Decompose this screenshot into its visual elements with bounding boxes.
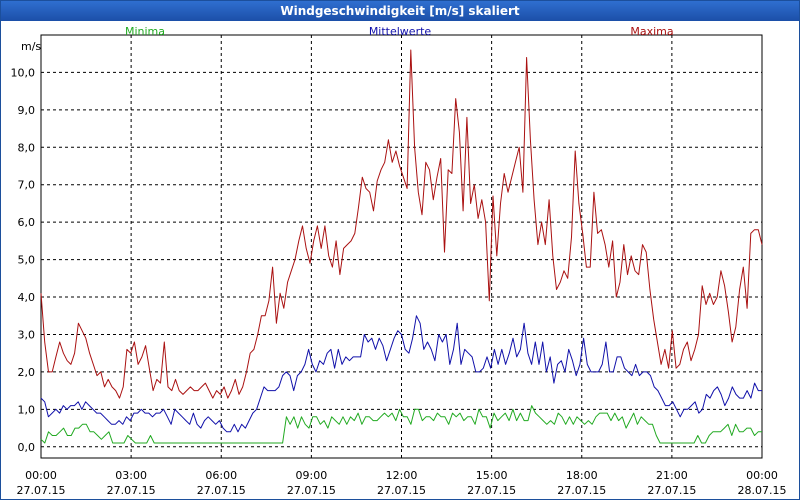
x-tick-label-date: 28.07.15 [738,484,787,497]
y-tick-label: 5,0 [18,254,36,267]
series-lines [40,49,763,444]
x-tick-label-date: 27.07.15 [647,484,696,497]
y-tick-label: 2,0 [18,366,36,379]
grid [41,35,762,458]
y-tick-label: 0,0 [18,441,36,454]
series-line-maxima [40,49,763,399]
x-tick-label-time: 12:00 [386,469,418,482]
y-tick-label: 7,0 [18,179,36,192]
series-line-mittelwerte [40,315,762,433]
x-tick-label-date: 27.07.15 [557,484,606,497]
x-tick-label-time: 00:00 [746,469,778,482]
y-tick-label: 10,0 [11,66,36,79]
x-tick-label-date: 27.07.15 [467,484,516,497]
y-tick-label: 3,0 [18,328,36,341]
x-tick-label-date: 27.07.15 [197,484,246,497]
series-line-minima [40,405,762,444]
x-tick-label-time: 03:00 [115,469,147,482]
x-tick-label-date: 27.07.15 [107,484,156,497]
y-tick-label: 9,0 [18,104,36,117]
plot-frame [40,34,763,459]
legend-maxima: Maxima [630,25,673,38]
window-title: Windgeschwindigkeit [m/s] skaliert [1,1,799,21]
x-tick-label-date: 27.07.15 [377,484,426,497]
x-tick-label-date: 27.07.15 [287,484,336,497]
axes: 0,0 1,0 2,0 3,0 4,0 5,0 6,0 7,0 8,0 9,0 10,0 00:00 2… [11,66,787,497]
y-axis-unit-label: m/s [21,40,41,53]
x-tick-label-time: 00:00 [25,469,57,482]
x-tick-label-time: 21:00 [656,469,688,482]
y-tick-label: 1,0 [18,403,36,416]
x-tick-label-time: 15:00 [476,469,508,482]
x-tick-label-time: 18:00 [566,469,598,482]
x-tick-label-time: 06:00 [205,469,237,482]
legend-minima: Minima [125,25,165,38]
y-tick-label: 6,0 [18,216,36,229]
y-tick-label: 4,0 [18,291,36,304]
x-tick-label-time: 09:00 [296,469,328,482]
legend-mittelwerte: Mittelwerte [369,25,432,38]
x-tick-label-date: 27.07.15 [17,484,66,497]
y-tick-label: 8,0 [18,141,36,154]
